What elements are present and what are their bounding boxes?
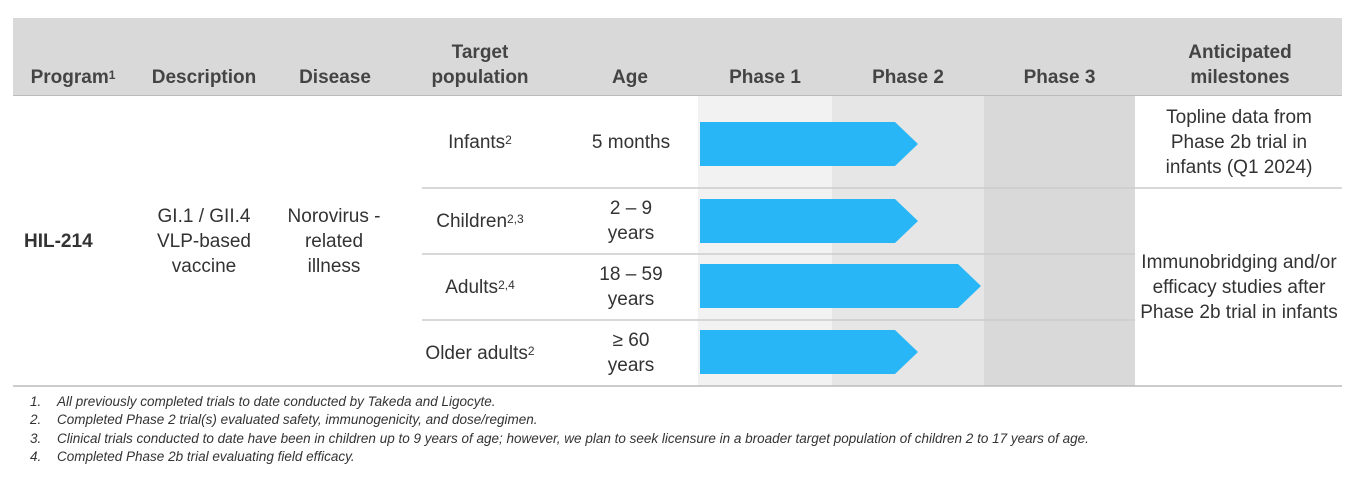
population: Older adults 2 [405, 320, 555, 386]
header-target: Target population [431, 42, 529, 88]
sup: 2,3 [507, 211, 524, 226]
progress-arrow [700, 330, 918, 374]
text: Children [436, 210, 508, 232]
age: 5 months [591, 131, 671, 153]
footnote-number: 2. [30, 412, 42, 427]
header-phase3: Phase 3 [1023, 67, 1096, 88]
progress-arrow [700, 122, 918, 166]
progress-arrow [700, 199, 918, 243]
footnote-number: 1. [30, 394, 42, 409]
text: Program [30, 67, 109, 88]
footnote-text: Completed Phase 2 trial(s) evaluated saf… [57, 412, 538, 427]
text: Adults [445, 276, 499, 298]
footnote-text: Completed Phase 2b trial evaluating fiel… [57, 449, 355, 464]
header-bg [13, 18, 1342, 96]
sup: 2,4 [498, 277, 515, 292]
header-description: Description [151, 67, 257, 88]
sup: 2 [527, 343, 535, 358]
sup: 1 [108, 68, 116, 82]
footnote-number: 3. [30, 431, 42, 446]
population: Adults 2,4 [405, 254, 555, 320]
program: HIL-214 [24, 230, 93, 252]
milestone: Topline data from Phase 2b trial in infa… [1165, 106, 1313, 178]
population: Children 2,3 [405, 188, 555, 254]
age: 2 – 9 years [607, 198, 655, 244]
description: GI.1 / GII.4 VLP-based vaccine [156, 205, 251, 277]
milestone: Immunobridging and/or efficacy studies a… [1140, 251, 1338, 323]
footnote-text: All previously completed trials to date … [57, 394, 496, 409]
text: Infants [448, 131, 506, 153]
population: Infants 2 [405, 96, 555, 188]
age: 18 – 59 years [599, 264, 663, 310]
header-milestones: Anticipated milestones [1188, 42, 1292, 88]
age: ≥ 60 years [607, 330, 655, 376]
header-program: Program 1 [13, 30, 133, 90]
header-phase2: Phase 2 [872, 67, 944, 88]
footnote-text: Clinical trials conducted to date have b… [57, 431, 1089, 446]
progress-arrow [700, 264, 981, 308]
sup: 2 [505, 132, 512, 147]
header-disease: Disease [299, 67, 371, 88]
phase3-bg [984, 96, 1135, 386]
footnote-number: 4. [30, 449, 42, 464]
disease: Norovirus -related illness [287, 205, 381, 277]
text: Older adults [425, 342, 528, 364]
header-age: Age [612, 67, 648, 88]
header-phase1: Phase 1 [729, 67, 801, 88]
